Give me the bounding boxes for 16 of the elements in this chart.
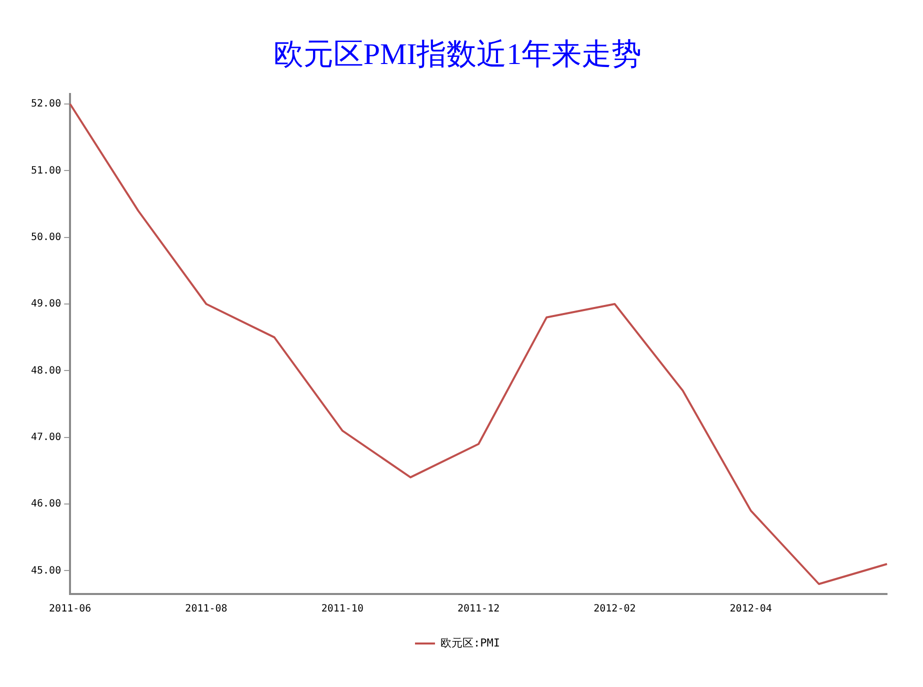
- y-tick-label: 49.00: [30, 298, 62, 310]
- y-tick-label: 46.00: [30, 498, 62, 510]
- y-tick-label: 52.00: [30, 98, 62, 110]
- y-tick-label: 48.00: [30, 365, 62, 376]
- chart-title: 欧元区PMI指数近1年来走势: [273, 38, 642, 71]
- y-tick-label: 51.00: [30, 165, 62, 176]
- x-tick-label: 2011-06: [49, 604, 92, 615]
- y-tick-label: 47.00: [30, 432, 62, 443]
- x-tick-label: 2012-02: [594, 604, 636, 615]
- legend-label: 欧元区:PMI: [440, 636, 500, 650]
- x-tick-label: 2012-04: [730, 604, 772, 615]
- x-tick-label: 2011-12: [457, 604, 500, 615]
- x-tick-label: 2011-08: [185, 604, 228, 615]
- y-tick-label: 45.00: [30, 565, 62, 576]
- x-tick-label: 2011-10: [321, 604, 364, 615]
- y-tick-label: 50.00: [30, 232, 62, 243]
